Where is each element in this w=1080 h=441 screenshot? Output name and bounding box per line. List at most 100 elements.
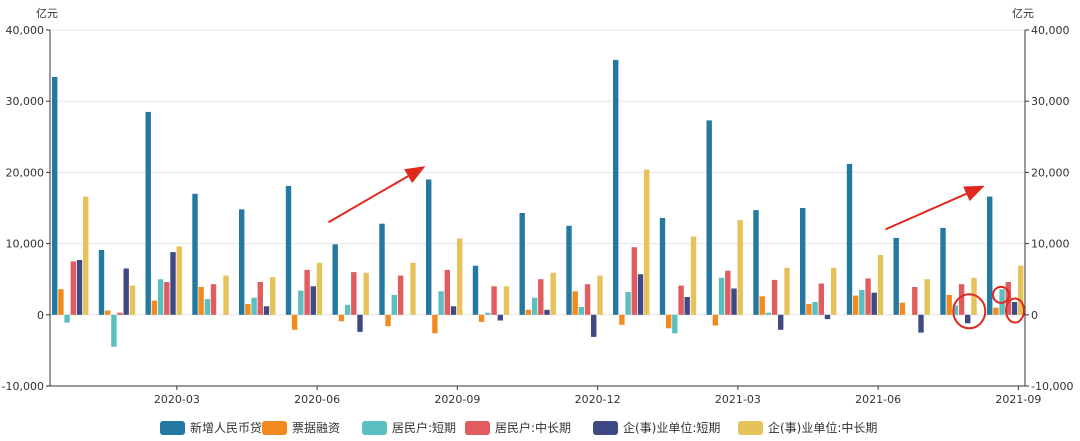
- bar: [98, 250, 105, 315]
- legend-label: 票据融资: [292, 421, 340, 435]
- bar: [151, 300, 158, 315]
- bar: [105, 310, 111, 315]
- x-tick-label: 2021-09: [995, 393, 1041, 406]
- right-y-unit-label: 亿元: [1012, 7, 1034, 20]
- bar: [918, 314, 924, 333]
- legend-swatch: [262, 421, 287, 435]
- legend-label: 居民户:短期: [392, 420, 456, 435]
- bar: [637, 274, 644, 315]
- legend-item[interactable]: 企(事)业单位:短期: [593, 420, 720, 435]
- bar: [478, 314, 485, 322]
- bar: [245, 304, 251, 315]
- bar: [263, 306, 270, 315]
- y-tick-label-right: 0: [1031, 309, 1038, 322]
- annotation-arrow: [327, 166, 426, 224]
- bar: [457, 238, 463, 315]
- x-tick-label: 2020-06: [294, 393, 340, 406]
- bar: [385, 314, 391, 327]
- y-tick-label-left: 0: [37, 309, 44, 322]
- bar: [572, 291, 578, 315]
- bar: [846, 163, 853, 315]
- bar: [351, 272, 357, 315]
- bar: [818, 283, 824, 315]
- legend-item[interactable]: 居民户:短期: [362, 420, 456, 435]
- legend[interactable]: 新增人民币贷款 票据融资 居民户:短期 居民户:中长期 企(事)业单位:短期 企(事)业单…: [160, 420, 877, 435]
- y-tick-label-right: -10,000: [1031, 380, 1073, 393]
- bar: [893, 237, 899, 315]
- bar: [550, 272, 556, 315]
- bar: [157, 279, 164, 315]
- x-tick-label: 2020-12: [575, 393, 621, 406]
- bar: [357, 314, 363, 332]
- bar: [812, 302, 818, 315]
- bar: [1011, 302, 1018, 315]
- annotation-circle: [952, 293, 987, 330]
- bar: [971, 277, 977, 315]
- bar: [170, 252, 176, 315]
- bar: [176, 246, 182, 315]
- bar: [759, 296, 765, 315]
- bar: [899, 302, 906, 315]
- annotation-circle: [992, 285, 1010, 304]
- bar: [644, 169, 650, 315]
- bar: [871, 292, 877, 315]
- legend-swatch: [362, 421, 387, 435]
- bar: [285, 185, 292, 315]
- bar: [1018, 265, 1024, 315]
- y-tick-label-left: 10,000: [6, 238, 45, 251]
- bar: [304, 269, 310, 315]
- bar: [204, 299, 211, 315]
- bar: [111, 314, 117, 347]
- bar: [332, 244, 338, 315]
- legend-item[interactable]: 票据融资: [262, 421, 340, 435]
- bar: [192, 193, 198, 315]
- bar: [853, 295, 859, 315]
- bar: [806, 304, 812, 315]
- bar: [753, 210, 759, 315]
- bar: [877, 255, 884, 315]
- bar: [784, 267, 790, 315]
- legend-item[interactable]: 企(事)业单位:中长期: [738, 420, 877, 435]
- bar: [145, 111, 151, 315]
- bar: [619, 314, 625, 325]
- bar: [725, 270, 731, 315]
- x-ticks: 2020-03 2020-06 2020-09 2020-12 2021-03 2021-…: [154, 386, 1041, 406]
- legend-swatch: [593, 421, 618, 435]
- bar: [987, 196, 993, 315]
- bar: [432, 314, 438, 334]
- legend-swatch: [465, 421, 490, 435]
- bar: [718, 277, 725, 315]
- legend-swatch: [738, 421, 763, 435]
- bar: [117, 312, 123, 315]
- legend-item[interactable]: 居民户:中长期: [465, 420, 571, 435]
- bar: [591, 314, 597, 337]
- bar: [684, 297, 690, 315]
- bar: [198, 287, 204, 315]
- bar: [472, 265, 479, 315]
- left-y-ticks: -10,000 0 10,000 20,000 30,000 40,000: [2, 24, 50, 393]
- bar: [129, 285, 136, 315]
- bar: [444, 269, 450, 315]
- bar: [83, 196, 89, 315]
- bar: [123, 268, 129, 315]
- bar: [291, 314, 298, 330]
- bar: [391, 294, 397, 315]
- bar: [566, 225, 572, 315]
- x-tick-label: 2021-06: [855, 393, 901, 406]
- y-tick-label-left: -10,000: [2, 380, 44, 393]
- bar: [952, 305, 958, 315]
- bar: [503, 286, 510, 315]
- bar: [865, 278, 871, 315]
- bar: [771, 279, 778, 315]
- legend-label: 居民户:中长期: [495, 420, 571, 435]
- bar: [544, 309, 550, 315]
- bar: [737, 220, 743, 315]
- bar: [831, 267, 837, 315]
- x-tick-label: 2020-03: [154, 393, 200, 406]
- bar: [778, 314, 784, 330]
- bar: [965, 314, 971, 324]
- legend-item[interactable]: 新增人民币贷款: [160, 420, 274, 435]
- y-tick-label-left: 20,000: [6, 166, 45, 179]
- bar: [712, 314, 719, 326]
- bar: [497, 314, 503, 321]
